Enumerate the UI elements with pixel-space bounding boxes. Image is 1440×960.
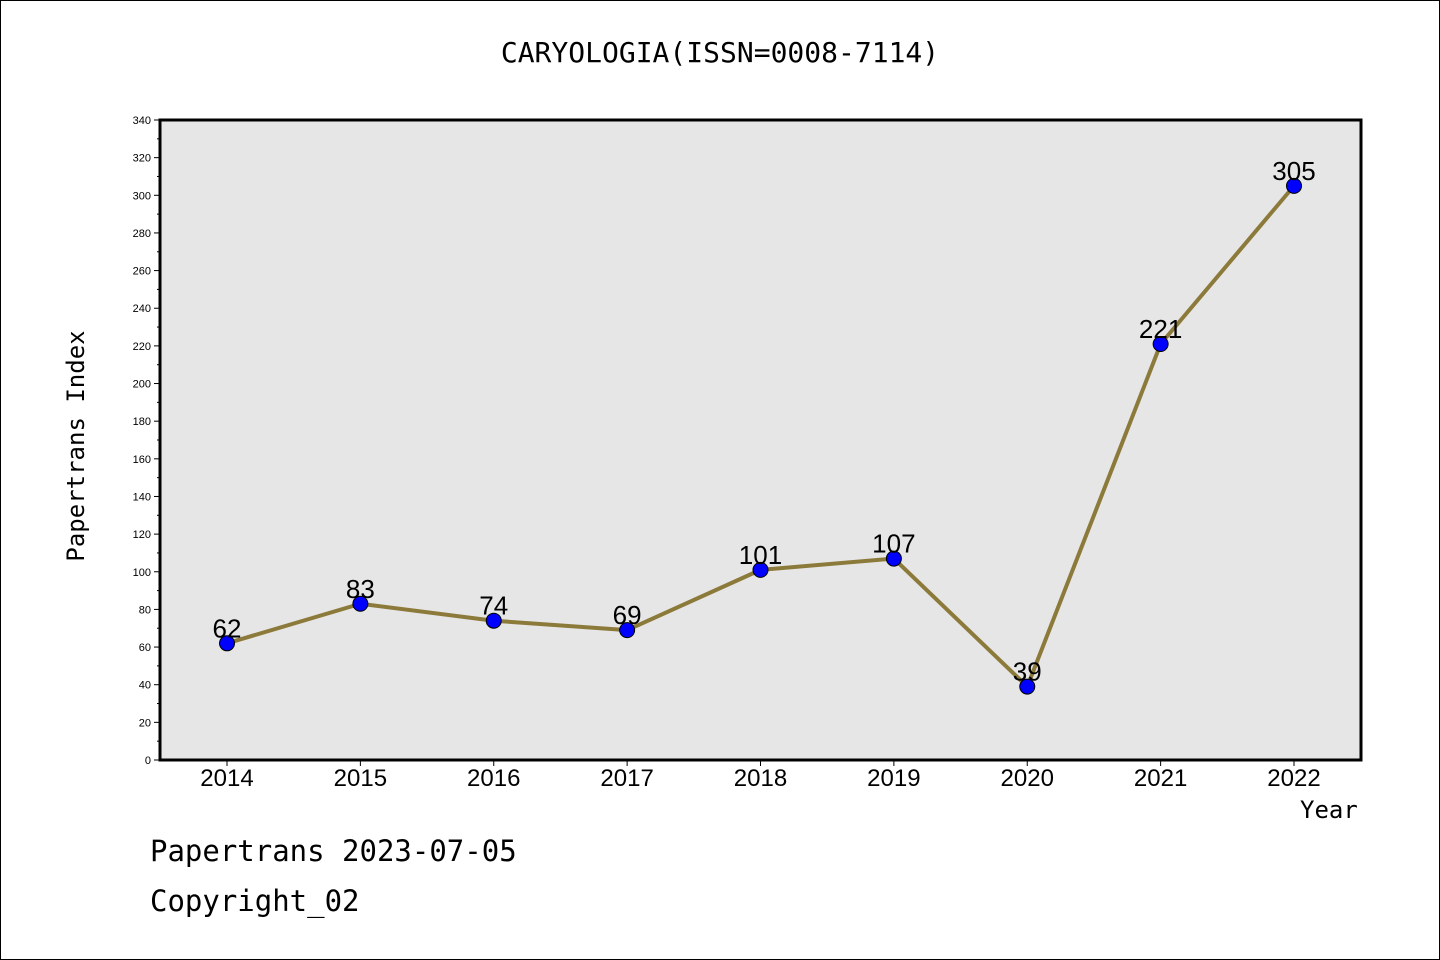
footer-date: Papertrans 2023-07-05: [150, 834, 517, 868]
y-tick-label: 320: [133, 153, 151, 165]
data-label: 101: [739, 540, 782, 570]
data-label: 39: [1013, 657, 1042, 687]
y-tick-label: 80: [139, 604, 151, 616]
data-point: [485, 612, 502, 629]
footer-copyright: Copyright_02: [150, 884, 360, 918]
data-label: 107: [872, 529, 915, 559]
y-axis: 0 20 40 60 80 100 120 140 160 180 200 220 240 260 280 3…: [133, 115, 160, 767]
data-point: [752, 561, 769, 578]
data-label: 221: [1139, 314, 1182, 344]
data-point: [1152, 336, 1169, 352]
data-point: [1019, 678, 1036, 695]
data-label: 305: [1272, 156, 1315, 186]
y-axis-label: Papertrans Index: [62, 330, 90, 562]
y-tick-label: 300: [133, 190, 151, 202]
y-tick-label: 20: [139, 717, 151, 729]
plot-area: [158, 118, 1363, 762]
data-point: [352, 595, 369, 612]
y-tick-label: 120: [133, 529, 151, 541]
y-tick-label: 180: [133, 416, 151, 428]
x-axis-label: Year: [1300, 796, 1358, 824]
data-label: 74: [479, 591, 508, 621]
y-tick-label: 200: [133, 379, 151, 391]
y-tick-label: 100: [133, 567, 151, 579]
y-tick-label: 0: [145, 755, 151, 767]
y-tick-label: 140: [133, 491, 151, 503]
y-tick-label: 240: [133, 303, 151, 315]
y-tick-label: 220: [133, 341, 151, 353]
x-tick-label: 2022: [1267, 765, 1320, 792]
chart-title: CARYOLOGIA(ISSN=0008-7114): [500, 36, 940, 69]
x-tick-label: 2015: [334, 765, 387, 792]
x-tick-label: 2019: [867, 765, 920, 792]
x-tick-label: 2021: [1134, 765, 1187, 792]
data-label: 83: [346, 574, 375, 604]
data-labels: 62 83 74 69 101 107 39 221 305: [213, 156, 1316, 687]
y-tick-label: 40: [139, 680, 151, 692]
data-label: 62: [213, 613, 242, 643]
y-tick-label: 60: [139, 642, 151, 654]
x-tick-label: 2014: [200, 765, 253, 792]
data-point: [219, 635, 235, 652]
data-point: [619, 622, 636, 639]
x-axis: 2014 2015 2016 2017 2018 2019 2020 2021 2022: [200, 760, 1321, 792]
x-tick-label: 2016: [467, 765, 520, 792]
series-points: [219, 177, 1302, 695]
y-tick-label: 160: [133, 454, 151, 466]
y-tick-label: 340: [133, 115, 151, 127]
data-point: [885, 550, 902, 567]
x-tick-label: 2020: [1001, 765, 1054, 792]
x-tick-label: 2017: [600, 765, 653, 792]
y-tick-label: 280: [133, 228, 151, 240]
x-tick-label: 2018: [734, 765, 787, 792]
data-label: 69: [613, 600, 642, 630]
data-point: [1286, 177, 1302, 194]
y-tick-label: 260: [133, 266, 151, 278]
